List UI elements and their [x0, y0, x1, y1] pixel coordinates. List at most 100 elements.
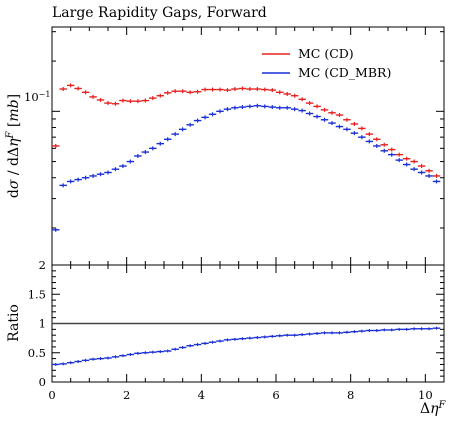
data-point-mc-cd — [164, 90, 172, 95]
ratio-point-mc-cd-mbr — [104, 356, 112, 360]
data-point-mc-cd-mbr — [395, 158, 403, 163]
ratio-point-mc-cd-mbr — [276, 334, 284, 338]
data-point-mc-cd — [134, 99, 142, 104]
ratio-point-mc-cd-mbr — [156, 350, 164, 354]
data-point-mc-cd — [216, 87, 224, 92]
x-tick-label: 2 — [123, 388, 130, 402]
legend-label-mc-cd: MC (CD) — [298, 46, 354, 61]
data-point-mc-cd-mbr — [246, 104, 254, 109]
data-point-mc-cd-mbr — [223, 107, 232, 112]
data-point-mc-cd — [59, 87, 67, 92]
ratio-y-tick-label: 0.5 — [28, 346, 46, 360]
data-point-mc-cd — [201, 87, 209, 92]
main-plot-frame — [51, 26, 445, 266]
data-point-mc-cd — [261, 87, 269, 92]
data-point-mc-cd — [425, 168, 433, 173]
data-point-mc-cd — [253, 87, 262, 92]
ratio-point-mc-cd-mbr — [343, 330, 351, 334]
ratio-point-mc-cd-mbr — [395, 327, 403, 331]
ratio-point-mc-cd-mbr — [126, 353, 135, 357]
ratio-point-mc-cd-mbr — [134, 351, 142, 355]
data-point-mc-cd — [305, 101, 314, 106]
data-point-mc-cd — [96, 97, 105, 102]
ratio-point-mc-cd-mbr — [432, 326, 441, 330]
ratio-point-mc-cd-mbr — [119, 354, 127, 358]
ratio-point-mc-cd-mbr — [305, 332, 314, 336]
data-point-mc-cd — [432, 173, 441, 178]
chart-title: Large Rapidity Gaps, Forward — [52, 5, 267, 21]
data-point-mc-cd-mbr — [201, 115, 209, 120]
data-point-mc-cd-mbr — [305, 111, 314, 116]
data-point-mc-cd-mbr — [328, 121, 336, 126]
x-tick-label: 6 — [272, 388, 279, 402]
svg-text:dσ / dΔηF [mb]: dσ / dΔηF [mb] — [5, 94, 23, 198]
data-point-mc-cd-mbr — [402, 162, 411, 167]
data-point-mc-cd-mbr — [380, 148, 388, 153]
ratio-point-mc-cd-mbr — [171, 347, 179, 351]
ratio-point-mc-cd-mbr — [238, 337, 247, 341]
data-point-mc-cd-mbr — [365, 139, 374, 144]
ratio-point-mc-cd-mbr — [141, 351, 150, 355]
data-point-mc-cd — [313, 104, 321, 109]
data-point-mc-cd — [380, 142, 388, 147]
data-point-mc-cd — [328, 110, 336, 115]
data-point-mc-cd — [74, 86, 82, 91]
ratio-point-mc-cd-mbr — [149, 350, 157, 354]
x-tick-label: 10 — [418, 388, 433, 402]
data-point-mc-cd — [373, 137, 381, 142]
data-point-mc-cd-mbr — [59, 183, 67, 188]
data-point-mc-cd-mbr — [268, 105, 276, 110]
ratio-point-mc-cd-mbr — [164, 349, 172, 353]
ratio-point-mc-cd-mbr — [313, 331, 321, 335]
ratio-point-mc-cd-mbr — [290, 333, 299, 337]
data-point-mc-cd — [395, 152, 403, 157]
data-point-mc-cd-mbr — [126, 159, 135, 164]
data-point-mc-cd — [343, 117, 351, 122]
data-point-mc-cd-mbr — [238, 105, 247, 110]
svg-text:Ratio: Ratio — [6, 304, 22, 342]
data-point-mc-cd-mbr — [358, 135, 366, 140]
ratio-point-mc-cd-mbr — [208, 340, 217, 344]
data-point-mc-cd-mbr — [52, 227, 60, 232]
data-point-mc-cd — [223, 88, 232, 93]
ratio-point-mc-cd-mbr — [201, 341, 209, 345]
ratio-y-tick-label: 2 — [39, 258, 46, 272]
ratio-point-mc-cd-mbr — [52, 362, 60, 366]
ratio-point-mc-cd-mbr — [246, 336, 254, 340]
data-point-mc-cd-mbr — [171, 132, 179, 137]
data-point-mc-cd — [141, 98, 150, 103]
data-point-mc-cd — [298, 97, 306, 102]
data-point-mc-cd — [268, 88, 276, 93]
data-point-mc-cd-mbr — [156, 141, 164, 146]
ratio-y-tick-label: 1.5 — [28, 287, 46, 301]
data-point-mc-cd-mbr — [193, 118, 202, 123]
ratio-point-mc-cd-mbr — [388, 328, 396, 332]
data-point-mc-cd — [410, 159, 418, 164]
ratio-point-mc-cd-mbr — [66, 361, 75, 365]
data-point-mc-cd-mbr — [74, 177, 82, 182]
ratio-point-mc-cd-mbr — [298, 333, 306, 337]
ratio-point-mc-cd-mbr — [335, 331, 344, 335]
ratio-point-mc-cd-mbr — [380, 328, 388, 332]
ratio-point-mc-cd-mbr — [223, 338, 232, 342]
ratio-data-points — [52, 326, 441, 366]
legend-label-mc-cd-mbr: MC (CD_MBR) — [298, 65, 391, 80]
ratio-point-mc-cd-mbr — [89, 357, 97, 361]
data-point-mc-cd — [365, 132, 374, 137]
data-point-mc-cd-mbr — [425, 173, 433, 178]
data-point-mc-cd-mbr — [149, 146, 157, 151]
ratio-point-mc-cd-mbr — [365, 329, 374, 333]
ratio-point-mc-cd-mbr — [193, 343, 202, 347]
ratio-point-mc-cd-mbr — [178, 345, 187, 349]
x-tick-label: 0 — [48, 388, 55, 402]
data-point-mc-cd-mbr — [81, 175, 90, 180]
x-tick-label: 4 — [198, 388, 205, 402]
ratio-point-mc-cd-mbr — [186, 344, 194, 348]
data-point-mc-cd-mbr — [96, 172, 105, 177]
ratio-point-mc-cd-mbr — [216, 339, 224, 343]
data-point-mc-cd — [111, 101, 120, 106]
main-axis-ticks — [51, 27, 445, 382]
data-point-mc-cd-mbr — [373, 143, 381, 148]
legend: MC (CD) MC (CD_MBR) — [262, 46, 391, 80]
